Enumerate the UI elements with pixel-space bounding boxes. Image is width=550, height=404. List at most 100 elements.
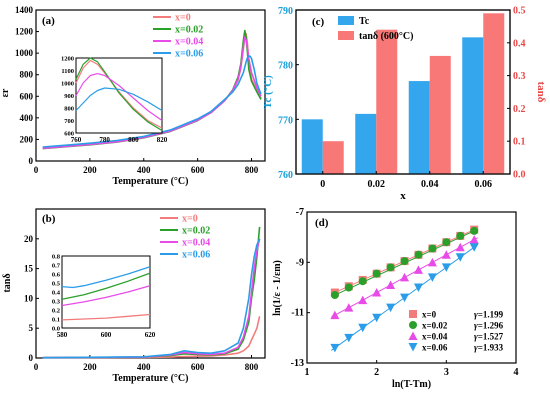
legend-entry: x=0.06 — [182, 250, 210, 261]
inset-frame — [61, 255, 151, 329]
x-tick-label: 800 — [245, 362, 259, 372]
x-tick-label: 0 — [34, 165, 39, 175]
y-tick-label: -13 — [291, 358, 304, 369]
panel-label: (a) — [42, 15, 55, 27]
inset-y-tick-label: 0.8 — [52, 254, 61, 261]
y-tick-label: 770 — [278, 115, 293, 126]
inset-y-tick-label: 0.6 — [52, 272, 61, 279]
inset-line — [75, 72, 163, 121]
y-axis-title: ln(1/ε - 1/εm) — [272, 260, 283, 316]
y-tick-label: 800 — [20, 70, 34, 80]
legend-entry: x=0.04 — [182, 238, 210, 249]
plot-frame — [306, 211, 517, 364]
y-tick-label: 400 — [20, 113, 34, 123]
x-tick-label: 0.02 — [368, 179, 386, 190]
series-line — [42, 54, 262, 148]
inset-y-tick-label: 1200 — [61, 56, 74, 63]
y2-tick-label: 0.2 — [513, 104, 526, 115]
y-tick-label: 1200 — [15, 27, 34, 37]
bar-tan — [429, 55, 451, 174]
series-1 — [330, 226, 479, 300]
inset-x-tick-label: 760 — [71, 136, 82, 144]
x-tick-label: 1 — [305, 367, 310, 378]
panel-label: (c) — [312, 16, 325, 28]
data-point — [408, 331, 418, 340]
inset-y-tick-label: 0.3 — [52, 299, 61, 306]
x-axis-title: Temperature (°C) — [113, 176, 189, 187]
inset-y-tick-label: 0.0 — [52, 326, 60, 333]
inset-y-tick-label: 700 — [64, 118, 74, 125]
data-point — [400, 257, 409, 266]
x-axis-title: Temperature (°C) — [113, 373, 189, 384]
legend-entry: Tc — [359, 16, 370, 27]
y-tick-label: 15 — [24, 264, 34, 274]
series-line — [42, 316, 261, 359]
bar-tan — [483, 13, 505, 175]
y-tick-label: 780 — [278, 61, 293, 72]
legend-entry: tanδ (600°C) — [359, 31, 413, 42]
y2-tick-label: 0.5 — [513, 6, 526, 17]
y-tick-label: 1000 — [15, 48, 34, 58]
inset-line — [75, 87, 163, 112]
legend-entry: x=0.06 — [175, 49, 203, 60]
bar-tc — [462, 37, 484, 175]
x-tick-label: 200 — [83, 165, 97, 175]
inset-line — [75, 59, 163, 129]
bar-tan — [322, 141, 344, 174]
legend-gamma: γ=1.527 — [474, 332, 504, 342]
legend-entry: x=0.04 — [175, 37, 203, 48]
x-tick-label: 800 — [245, 165, 259, 175]
y-tick-label: 20 — [24, 234, 34, 244]
data-point — [408, 343, 418, 352]
legend-gamma: γ=1.199 — [474, 310, 504, 320]
legend-entry: x=0.02 — [422, 321, 448, 331]
legend-swatch — [338, 31, 354, 40]
legend-entry: x=0 — [182, 214, 198, 225]
panel-label: (d) — [315, 217, 329, 229]
legend-entry: x=0.02 — [182, 226, 210, 237]
legend-entry: x=0.02 — [175, 25, 203, 36]
legend-entry: x=0 — [422, 310, 437, 320]
data-point — [409, 321, 417, 329]
y2-axis-title: tanδ — [535, 82, 547, 103]
inset-y-tick-label: 1000 — [61, 81, 74, 88]
x-tick-label: 600 — [191, 165, 205, 175]
x-tick-label: 0 — [34, 362, 39, 372]
y-tick-label: 200 — [20, 134, 34, 144]
y-axis-title: εr — [0, 88, 11, 97]
y-tick-label: -11 — [291, 308, 304, 319]
inset-x-tick-label: 820 — [157, 136, 168, 144]
data-point — [372, 269, 381, 278]
inset-x-tick-label: 800 — [128, 136, 139, 144]
legend-entry: x=0.06 — [422, 343, 448, 353]
inset-x-tick-label: 780 — [99, 136, 110, 144]
y-axis-title: tanδ — [2, 273, 13, 292]
inset-y-tick-label: 900 — [64, 93, 74, 100]
bar-tan — [376, 29, 398, 175]
panel-label: (b) — [42, 213, 56, 225]
data-point — [386, 263, 395, 272]
y-tick-label: -7 — [296, 207, 304, 218]
y2-tick-label: 0.1 — [513, 137, 526, 148]
inset-y-tick-label: 1100 — [61, 68, 74, 75]
inset-line — [75, 57, 163, 132]
inset-line — [61, 272, 151, 300]
bar-tc — [355, 113, 377, 174]
x-tick-label: 0 — [320, 179, 325, 190]
inset-y-tick-label: 0.5 — [52, 281, 61, 288]
inset-y-tick-label: 800 — [64, 106, 74, 113]
inset-y-tick-label: 0.1 — [52, 317, 60, 324]
inset-line — [61, 313, 151, 321]
x-tick-label: 400 — [137, 362, 151, 372]
data-point — [428, 244, 437, 253]
x-tick-label: 0.06 — [475, 179, 493, 190]
inset-x-tick-label: 580 — [57, 331, 68, 339]
y-tick-label: 0 — [29, 156, 34, 166]
x-tick-label: 3 — [444, 367, 449, 378]
data-point — [409, 310, 417, 318]
y-tick-label: 0 — [29, 353, 34, 363]
y2-tick-label: 0.0 — [513, 170, 526, 181]
inset-y-tick-label: 0.4 — [52, 290, 61, 297]
y-tick-label: 760 — [278, 170, 293, 181]
inset-line — [61, 266, 151, 289]
